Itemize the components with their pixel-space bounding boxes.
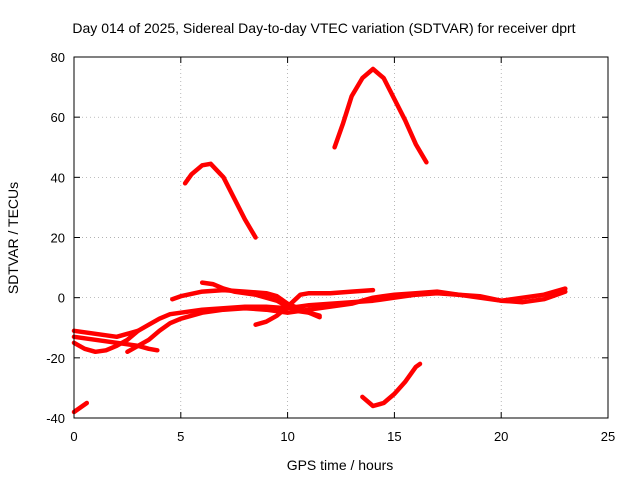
series-arc-7 (125, 286, 568, 355)
grid (74, 57, 608, 418)
x-tick-labels: 0 5 10 15 20 25 (70, 429, 615, 444)
series-arc-2 (182, 161, 258, 240)
x-tick-label: 10 (280, 429, 294, 444)
series-arc-3 (332, 66, 429, 165)
y-tick-label: 40 (51, 170, 65, 185)
y-axis-label: SDTVAR / TECUs (5, 182, 21, 294)
y-tick-label: 60 (51, 110, 65, 125)
x-tick-label: 20 (494, 429, 508, 444)
series-arc-4 (360, 361, 423, 409)
x-tick-label: 25 (601, 429, 615, 444)
y-tick-label: 20 (51, 231, 65, 246)
y-tick-label: 0 (58, 291, 65, 306)
y-tick-label: -20 (46, 351, 65, 366)
chart-title: Day 014 of 2025, Sidereal Day-to-day VTE… (72, 20, 575, 36)
series-arc-1 (71, 400, 90, 415)
series-arc-11 (253, 287, 376, 327)
x-tick-label: 5 (177, 429, 184, 444)
x-tick-label: 0 (70, 429, 77, 444)
x-tick-label: 15 (387, 429, 401, 444)
x-axis-label: GPS time / hours (287, 457, 394, 473)
series-arc-8 (71, 334, 160, 353)
y-tick-label: 80 (51, 50, 65, 65)
y-tick-label: -40 (46, 411, 65, 426)
series-layer (71, 66, 568, 415)
series-arc-10 (199, 280, 322, 318)
tick-marks (73, 56, 609, 419)
y-tick-labels: -40 -20 0 20 40 60 80 (46, 50, 65, 426)
series-arc-5 (71, 328, 141, 340)
